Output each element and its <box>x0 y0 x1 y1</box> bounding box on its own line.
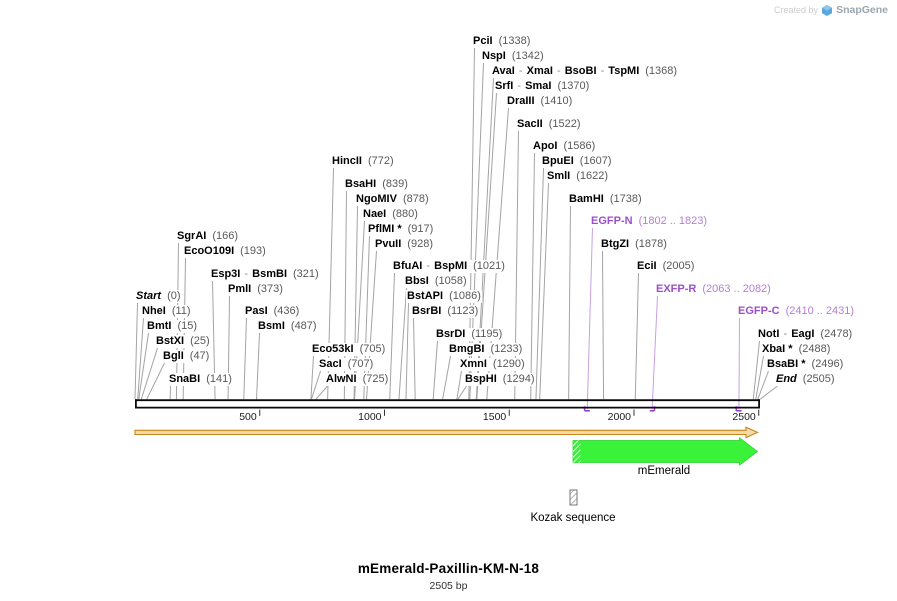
connector-line-PasI <box>243 317 247 400</box>
orf-arrow <box>134 426 759 439</box>
connector-line-BspHI <box>457 385 467 400</box>
snapgene-logo-icon <box>822 4 833 16</box>
connector-line-NheI <box>137 317 144 400</box>
connector-line-BglI <box>146 362 165 400</box>
connector-line-Start <box>134 302 138 400</box>
kozak-sequence-box <box>569 489 578 506</box>
ruler-tick-label-1000: 1000 <box>358 411 382 423</box>
connector-line-AvaI-XmaI-BsoBI-TspMI <box>475 77 494 400</box>
connector-line-End <box>759 385 778 400</box>
ruler-tick-label-1500: 1500 <box>483 411 507 423</box>
connector-line-PmlI <box>227 295 230 400</box>
connector-line-EGFP-C <box>738 317 740 410</box>
connector-line-AlwNI <box>315 385 328 400</box>
watermark-brand-text: SnapGene <box>836 4 888 16</box>
connector-lines-group <box>134 47 778 410</box>
map-title: mEmerald-Paxillin-KM-N-18 <box>357 561 540 576</box>
connector-line-BamHI <box>568 205 571 400</box>
connector-line-SacI <box>310 370 321 400</box>
feature-truncated-edge-hatch <box>573 440 581 463</box>
connector-line-NotI-EagI <box>752 340 760 400</box>
connector-line-BfuAI-BspMI <box>389 272 395 400</box>
ruler: 500 1000 1500 2000 2500 <box>239 409 760 423</box>
ruler-tick-label-2000: 2000 <box>608 411 632 423</box>
connector-line-BmgBI <box>442 355 451 400</box>
connector-line-BsaBI <box>757 370 769 400</box>
connector-line-XbaI <box>755 355 764 400</box>
connector-line-HincII <box>327 167 334 400</box>
connector-line-BbsI <box>398 287 407 400</box>
watermark: Created by SnapGene <box>774 4 888 16</box>
connector-line-BsmI <box>256 332 260 400</box>
primer-marks-group <box>583 406 742 412</box>
connector-line-EciI <box>634 272 639 400</box>
connector-line-EcoO109I <box>182 257 186 400</box>
ruler-tick-label-2500: 2500 <box>732 411 756 423</box>
connector-line-BstAPI <box>405 302 409 400</box>
ruler-tick-label-500: 500 <box>239 411 257 423</box>
connector-line-BpuEI <box>535 167 544 400</box>
connector-line-BmtI <box>138 332 149 400</box>
connector-line-BsaHI <box>343 190 347 400</box>
connector-line-BstXI <box>140 347 158 400</box>
connector-line-SgrAI <box>175 242 179 400</box>
sequence-bar <box>134 399 760 409</box>
connector-line-SmlI <box>539 182 549 400</box>
connector-line-XmnI <box>456 370 462 400</box>
connector-line-SacII <box>514 130 519 400</box>
kozak-sequence-label: Kozak sequence <box>530 512 616 524</box>
connector-line-BsrDI <box>432 340 438 400</box>
connector-line-EXFP-R <box>651 295 658 410</box>
connector-line-Eco53kI <box>310 355 314 400</box>
connector-line-SrfI-SmaI <box>476 92 497 400</box>
watermark-created-by-text: Created by <box>774 5 819 15</box>
connector-line-EGFP-N <box>586 227 593 410</box>
mEmerald-feature-label: mEmerald <box>637 465 691 477</box>
connector-line-PflMI <box>363 235 370 400</box>
connector-line-Esp3I-BsmBI <box>212 280 216 400</box>
connector-line-ApoI <box>530 152 535 400</box>
mEmerald-feature-arrow <box>572 437 759 466</box>
connector-line-BtgZI <box>602 250 605 400</box>
connector-line-BsrBI <box>413 317 416 400</box>
map-length: 2505 bp <box>429 580 468 592</box>
